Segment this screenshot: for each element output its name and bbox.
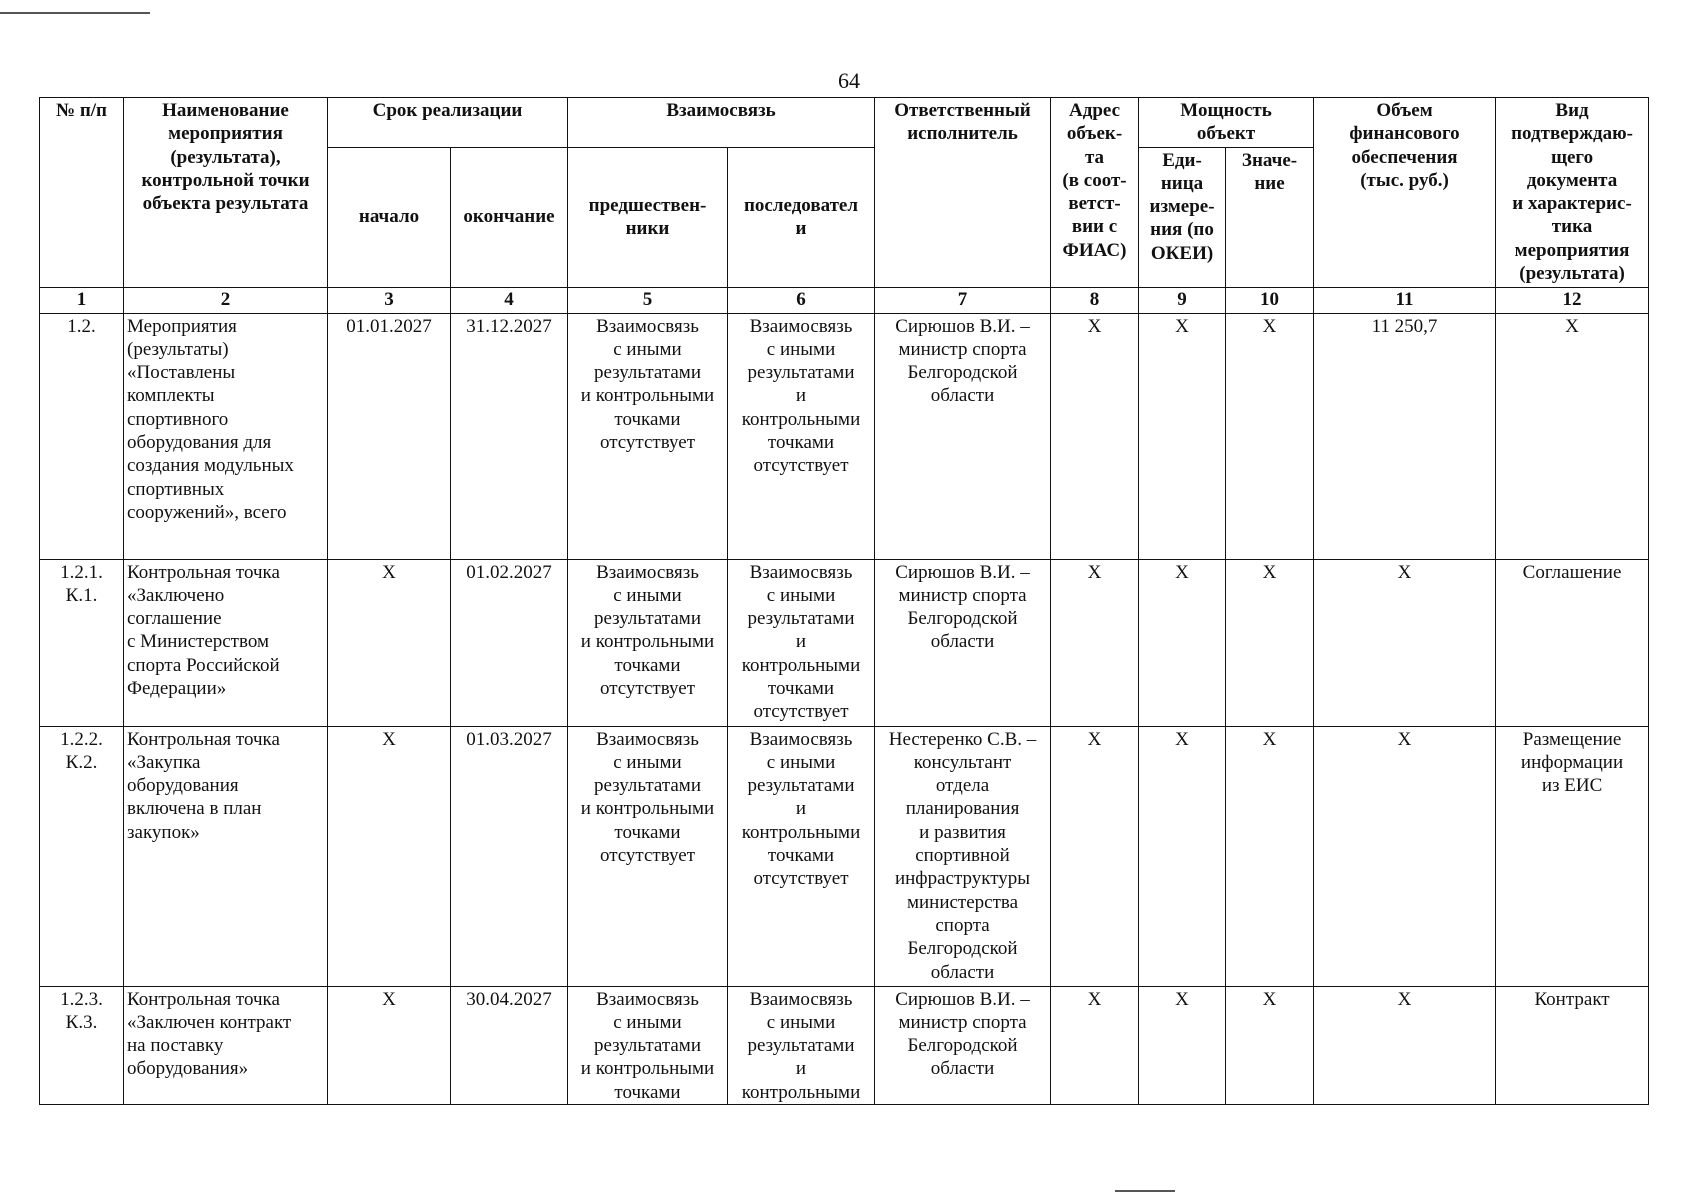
row-successors: Взаимосвязь с иными результатами и контр… bbox=[726, 312, 876, 560]
scan-artifact-line bbox=[1115, 1190, 1175, 1192]
table-row: 1.2. Мероприятия (результаты) «Поставлен… bbox=[39, 312, 1650, 560]
column-number: 5 bbox=[567, 286, 728, 314]
row-predecessors: Взаимосвязь с иными результатами и контр… bbox=[567, 558, 728, 727]
row-number: 1.2. bbox=[39, 312, 124, 560]
header-unit: Еди- ница измере- ния (по ОКЕИ) bbox=[1138, 146, 1227, 288]
header-value: Значе- ние bbox=[1225, 146, 1315, 288]
row-responsible: Сирюшов В.И. – министр спорта Белгородск… bbox=[874, 312, 1052, 560]
row-responsible: Сирюшов В.И. – министр спорта Белгородск… bbox=[874, 985, 1052, 1105]
column-number: 1 bbox=[39, 286, 124, 314]
column-number: 9 bbox=[1138, 286, 1227, 314]
row-responsible: Нестеренко С.В. – консультант отдела пла… bbox=[874, 725, 1052, 987]
row-name: Контрольная точка «Закупка оборудования … bbox=[123, 725, 328, 987]
row-responsible: Сирюшов В.И. – министр спорта Белгородск… bbox=[874, 558, 1052, 727]
row-finance: 11 250,7 bbox=[1313, 312, 1497, 560]
row-predecessors: Взаимосвязь с иными результатами и контр… bbox=[567, 985, 728, 1105]
header-end: окончание bbox=[450, 146, 568, 288]
row-document: Контракт bbox=[1495, 985, 1650, 1105]
row-number: 1.2.2. К.2. bbox=[39, 725, 124, 987]
column-number: 10 bbox=[1225, 286, 1315, 314]
header-number: № п/п bbox=[39, 97, 124, 288]
header-name: Наименование мероприятия (результата), к… bbox=[123, 97, 328, 288]
row-predecessors: Взаимосвязь с иными результатами и контр… bbox=[567, 312, 728, 560]
row-address: X bbox=[1050, 558, 1140, 727]
activities-table: № п/п Наименование мероприятия (результа… bbox=[39, 97, 1650, 1105]
page-number: 64 bbox=[838, 68, 860, 93]
row-successors-text: Взаимосвязь с иными результатами и контр… bbox=[741, 988, 861, 1102]
row-end: 01.02.2027 bbox=[450, 558, 568, 727]
column-number: 4 bbox=[450, 286, 568, 314]
scan-artifact-line bbox=[0, 12, 150, 14]
row-unit: X bbox=[1138, 985, 1227, 1105]
row-unit: X bbox=[1138, 725, 1227, 987]
column-number: 8 bbox=[1050, 286, 1140, 314]
header-start: начало bbox=[327, 146, 451, 288]
row-end: 30.04.2027 bbox=[450, 985, 568, 1105]
row-value: X bbox=[1225, 725, 1315, 987]
header-finance: Объем финансового обеспечения (тыс. руб.… bbox=[1313, 97, 1497, 288]
column-number: 6 bbox=[726, 286, 876, 314]
row-document: Соглашение bbox=[1495, 558, 1650, 727]
header-term-group: Срок реализации bbox=[327, 97, 568, 148]
table-row: 1.2.2. К.2. Контрольная точка «Закупка о… bbox=[39, 725, 1650, 987]
row-number: 1.2.1. К.1. bbox=[39, 558, 124, 727]
column-number: 11 bbox=[1313, 286, 1497, 314]
row-unit: X bbox=[1138, 312, 1227, 560]
row-end: 01.03.2027 bbox=[450, 725, 568, 987]
row-successors: Взаимосвязь с иными результатами и контр… bbox=[726, 985, 876, 1105]
header-power-group: Мощность объект bbox=[1138, 97, 1315, 148]
row-document: X bbox=[1495, 312, 1650, 560]
header-document: Вид подтверждаю- щего документа и характ… bbox=[1495, 97, 1650, 288]
row-start: X bbox=[327, 985, 451, 1105]
row-name: Контрольная точка «Заключен контракт на … bbox=[123, 985, 328, 1105]
table-row: 1.2.1. К.1. Контрольная точка «Заключено… bbox=[39, 558, 1650, 727]
row-address: X bbox=[1050, 985, 1140, 1105]
column-number: 12 bbox=[1495, 286, 1650, 314]
column-number: 2 bbox=[123, 286, 328, 314]
row-value: X bbox=[1225, 985, 1315, 1105]
row-finance: X bbox=[1313, 985, 1497, 1105]
row-number: 1.2.3. К.3. bbox=[39, 985, 124, 1105]
row-start: X bbox=[327, 558, 451, 727]
header-successors: последовател и bbox=[726, 146, 876, 288]
header-link-group: Взаимосвязь bbox=[566, 97, 876, 148]
row-value: X bbox=[1225, 312, 1315, 560]
row-unit: X bbox=[1138, 558, 1227, 727]
row-address: X bbox=[1050, 725, 1140, 987]
header-responsible: Ответственный исполнитель bbox=[874, 97, 1052, 288]
row-finance: X bbox=[1313, 558, 1497, 727]
row-predecessors-text: Взаимосвязь с иными результатами и контр… bbox=[580, 988, 715, 1102]
row-document: Размещение информации из ЕИС bbox=[1495, 725, 1650, 987]
row-name: Контрольная точка «Заключено соглашение … bbox=[123, 558, 328, 727]
row-start: X bbox=[327, 725, 451, 987]
row-value: X bbox=[1225, 558, 1315, 727]
header-predecessors: предшествен- ники bbox=[567, 146, 728, 288]
row-predecessors: Взаимосвязь с иными результатами и контр… bbox=[567, 725, 728, 987]
column-number: 3 bbox=[327, 286, 451, 314]
row-successors: Взаимосвязь с иными результатами и контр… bbox=[726, 725, 876, 987]
row-end: 31.12.2027 bbox=[450, 312, 568, 560]
row-finance: X bbox=[1313, 725, 1497, 987]
row-name: Мероприятия (результаты) «Поставлены ком… bbox=[123, 312, 328, 560]
row-address: X bbox=[1050, 312, 1140, 560]
row-successors: Взаимосвязь с иными результатами и контр… bbox=[726, 558, 876, 727]
header-address: Адрес объек- та (в соот- ветст- вии с ФИ… bbox=[1050, 97, 1140, 288]
table-row: 1.2.3. К.3. Контрольная точка «Заключен … bbox=[39, 985, 1650, 1105]
row-start: 01.01.2027 bbox=[327, 312, 451, 560]
column-number: 7 bbox=[874, 286, 1052, 314]
